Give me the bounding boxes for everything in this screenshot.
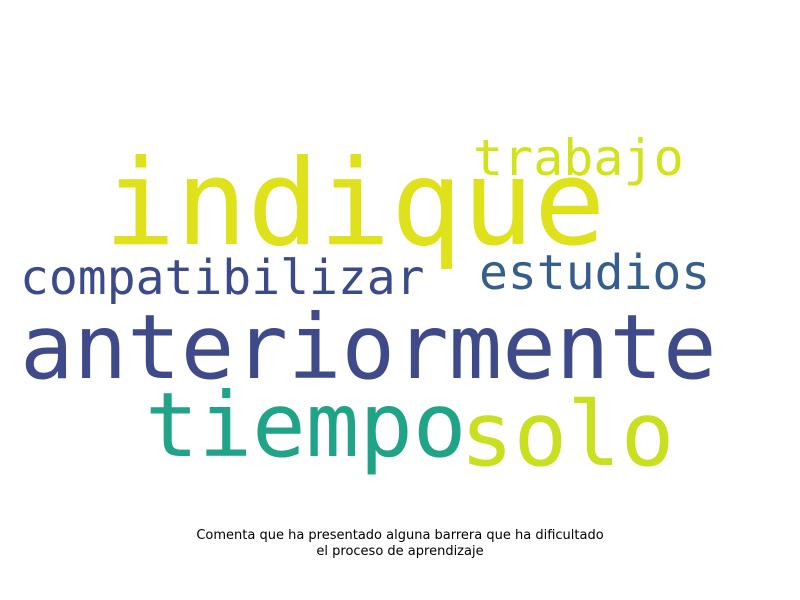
word-estudios: estudios bbox=[479, 245, 711, 301]
word-anteriormente: anteriormente bbox=[20, 295, 717, 399]
caption-line-1: Comenta que ha presentado alguna barrera… bbox=[196, 528, 604, 543]
caption-line-2: el proceso de aprendizaje bbox=[316, 544, 484, 559]
word-tiempo: tiempo bbox=[145, 373, 467, 477]
word-trabajo: trabajo bbox=[473, 129, 684, 187]
word-compatibilizar: compatibilizar bbox=[20, 250, 425, 306]
word-solo: solo bbox=[460, 382, 675, 486]
caption: Comenta que ha presentado alguna barrera… bbox=[0, 528, 800, 560]
word-indique: indique bbox=[104, 135, 606, 273]
